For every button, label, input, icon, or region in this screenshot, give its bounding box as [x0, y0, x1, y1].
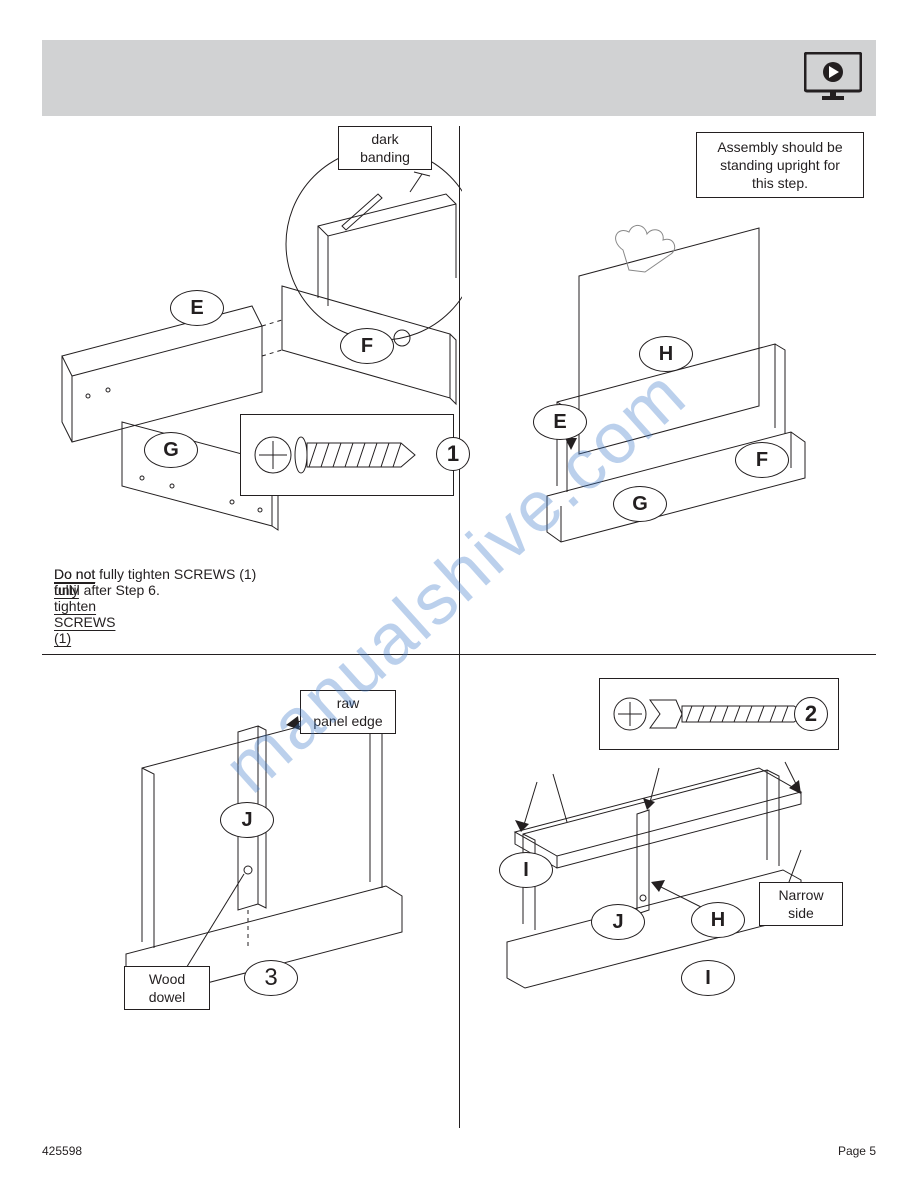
hardware-code-text: 2 — [805, 701, 817, 727]
label-text: dark — [371, 130, 398, 148]
step-4-panel: Assembly should be standing upright for … — [459, 126, 876, 654]
step-note-full: Do not fully tighten SCREWS (1)until aft… — [54, 566, 256, 598]
part-letter: F — [361, 335, 373, 358]
hardware-box: 1 — [240, 414, 454, 496]
part-label-h: H — [639, 336, 693, 372]
content-grid: dark banding E F G 1 Do not ful — [42, 126, 876, 1128]
hardware-code-text: 3 — [264, 964, 277, 992]
header-band — [42, 40, 876, 116]
upright-note: Assembly should be standing upright for … — [696, 132, 864, 198]
hardware-number: 2 — [794, 697, 828, 731]
part-letter: E — [190, 297, 203, 320]
step-6-panel: 2 I J H I Narrow side — [459, 654, 876, 1128]
part-label-i: I — [681, 960, 735, 996]
note-line: this step. — [752, 174, 808, 192]
hardware-number: 3 — [244, 960, 298, 996]
part-letter: G — [163, 439, 179, 462]
banding-label: dark banding — [338, 126, 432, 170]
video-monitor-icon — [804, 52, 862, 102]
note-line: Assembly should be — [717, 138, 842, 156]
part-label-e: E — [170, 290, 224, 326]
part-letter: I — [523, 859, 529, 882]
part-label-i: I — [499, 852, 553, 888]
label-text: dowel — [149, 988, 186, 1006]
raw-edge-label: raw panel edge — [300, 690, 396, 734]
label-text: Wood — [149, 970, 185, 988]
page-number: Page 5 — [838, 1144, 876, 1158]
part-letter: H — [659, 343, 673, 366]
label-text: Narrow — [778, 886, 823, 904]
part-label-e: E — [533, 404, 587, 440]
part-letter: J — [612, 911, 623, 934]
step-5-panel: raw panel edge J 3 Wood dowel — [42, 654, 459, 1128]
doc-number: 425598 — [42, 1144, 82, 1158]
narrow-side-label: Narrow side — [759, 882, 843, 926]
screw-icon — [610, 688, 810, 740]
hardware-box: 2 — [599, 678, 839, 750]
page-footer: 425598 Page 5 — [42, 1144, 876, 1158]
hardware-code-text: 1 — [447, 441, 459, 467]
note-line: standing upright for — [720, 156, 840, 174]
label-text: panel edge — [313, 712, 382, 730]
step-3-panel: dark banding E F G 1 Do not ful — [42, 126, 459, 654]
part-label-g: G — [144, 432, 198, 468]
part-letter: I — [705, 967, 711, 990]
part-label-j: J — [220, 802, 274, 838]
label-text: banding — [360, 148, 410, 166]
label-text: raw — [337, 694, 360, 712]
screw-icon — [251, 425, 421, 485]
part-letter: J — [241, 809, 252, 832]
label-text: side — [788, 904, 814, 922]
part-label-h: H — [691, 902, 745, 938]
part-label-f: F — [340, 328, 394, 364]
part-label-j: J — [591, 904, 645, 940]
part-letter: F — [756, 449, 768, 472]
part-label-g: G — [613, 486, 667, 522]
part-letter: G — [632, 493, 648, 516]
dowel-label: Wood dowel — [124, 966, 210, 1010]
part-label-f: F — [735, 442, 789, 478]
part-letter: H — [711, 909, 725, 932]
part-letter: E — [553, 411, 566, 434]
